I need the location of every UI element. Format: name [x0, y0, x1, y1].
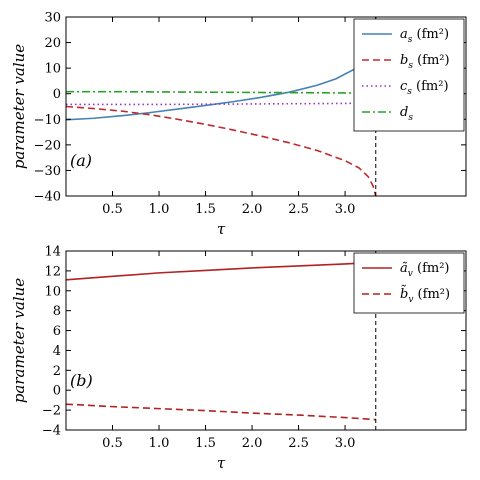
- legend-entry: as (fm²): [400, 27, 449, 45]
- legend-entry: cs (fm²): [400, 79, 449, 97]
- y-tick-label: 2: [53, 364, 61, 379]
- x-tick-label: 3.0: [335, 202, 356, 217]
- y-tick-label: 20: [44, 36, 61, 51]
- x-tick-label: 2.0: [242, 202, 263, 217]
- x-tick-label: 1.0: [149, 436, 170, 451]
- y-tick-label: 12: [44, 264, 61, 279]
- y-tick-label: 14: [44, 245, 61, 260]
- legend-entry: bs (fm²): [400, 53, 450, 71]
- y-tick-label: −2: [42, 404, 61, 419]
- x-tick-label: 2.5: [288, 436, 309, 451]
- series-line-bv-1: [65, 403, 376, 421]
- panel-b: 0.5 1.0 1.5 2.0 2.5 3.0 −4 −2 0 2 4 6 8 10 12 14 τ parame…: [10, 245, 467, 472]
- y-tick-label: 4: [53, 344, 61, 359]
- y-tick-label: −20: [34, 138, 61, 153]
- y-tick-label: −30: [34, 164, 61, 179]
- plot-frame: [65, 16, 467, 197]
- y-tick-label: −10: [34, 113, 61, 128]
- y-axis-label: parameter value: [10, 278, 28, 403]
- y-tick-label: 30: [44, 11, 61, 26]
- y-tick-label: 10: [44, 62, 61, 77]
- x-tick-label: 0.5: [102, 436, 123, 451]
- series-line-v-0: [65, 261, 376, 281]
- y-tick-label: 0: [53, 384, 61, 399]
- y-tick-label: 8: [53, 304, 61, 319]
- x-axis-label: τ: [217, 220, 226, 238]
- x-tick-label: 2.5: [288, 202, 309, 217]
- legend-entry: b̃v (fm²): [400, 285, 450, 305]
- x-tick-label: 1.0: [149, 202, 170, 217]
- y-tick-label: 0: [53, 87, 61, 102]
- x-tick-label: 1.5: [195, 436, 216, 451]
- y-tick-label: 6: [53, 324, 61, 339]
- series-line-bs-1: [65, 105, 377, 197]
- x-axis-label: τ: [217, 454, 226, 472]
- legend-box: [353, 18, 465, 132]
- x-tick-label: 1.5: [195, 202, 216, 217]
- panel-a: 0.5 1.0 1.5 2.0 2.5 3.0 −40 −30 −20 −10 0 10 20 30 τ pa…: [10, 11, 467, 238]
- y-tick-label: 10: [44, 284, 61, 299]
- series-line-cs-2: [66, 102, 376, 106]
- legend-entry: ãv (fm²): [400, 261, 450, 279]
- panel-label: (a): [70, 151, 92, 170]
- x-tick-label: 0.5: [102, 202, 123, 217]
- plot-frame: [65, 250, 467, 431]
- legend-entry: ds: [400, 105, 413, 123]
- series-line-ds-3: [66, 90, 376, 94]
- x-tick-label: 2.0: [242, 436, 263, 451]
- y-tick-label: −40: [34, 190, 61, 205]
- y-axis-label: parameter value: [10, 44, 28, 169]
- panel-label: (b): [70, 371, 93, 390]
- legend-box: [353, 252, 465, 314]
- y-tick-label: −4: [42, 424, 61, 439]
- x-tick-label: 3.0: [335, 436, 356, 451]
